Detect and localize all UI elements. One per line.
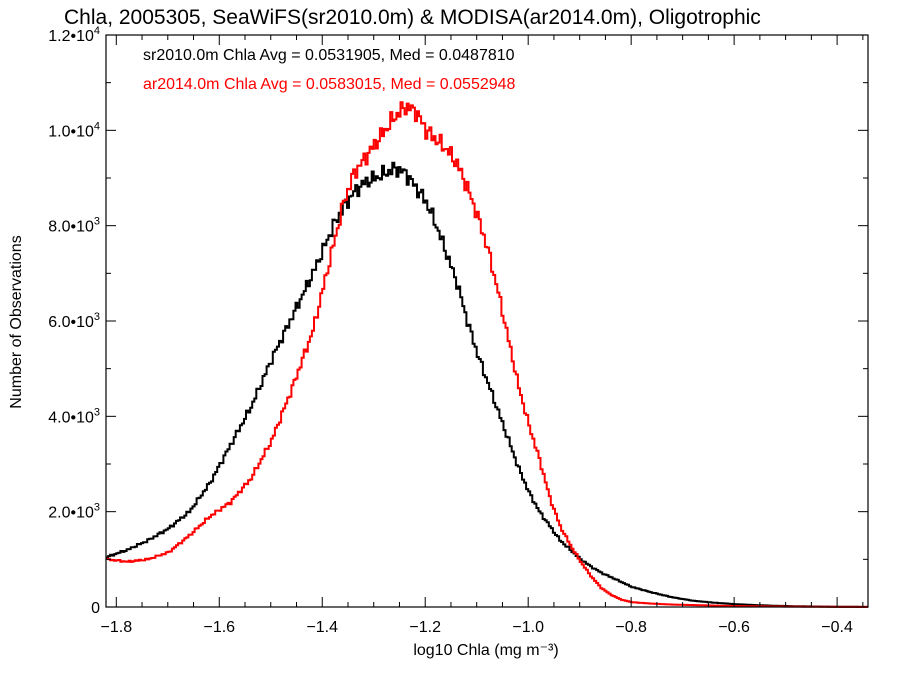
series-line-1 [106,101,868,608]
y-tick-label: 8.0•103 [48,216,100,236]
legend: sr2010.0m Chla Avg = 0.0531905, Med = 0.… [143,47,516,93]
x-tick-label: −0.6 [718,619,750,636]
y-tick-label: 1.2•104 [48,25,100,45]
y-axis: 0 2.0•103 4.0•103 6.0•103 8.0•103 1.0•104 1.2•… [48,25,868,617]
x-tick-label: −1.8 [101,619,133,636]
y-tick-label: 4.0•103 [48,406,100,426]
y-tick-label: 2.0•103 [48,502,100,522]
x-tick-label: −1.4 [306,619,338,636]
series-line-0 [106,161,868,608]
chart-title: Chla, 2005305, SeaWiFS(sr2010.0m) & MODI… [64,6,761,29]
plot-frame [105,34,869,608]
plot-area [105,34,869,608]
x-axis: −1.8 −1.6 −1.4 −1.2 −1.0 −0.8 −0.6 −0.4 [101,35,864,636]
x-tick-label: −1.2 [409,619,441,636]
legend-entry: ar2014.0m Chla Avg = 0.0583015, Med = 0.… [143,76,516,93]
y-tick-label: 6.0•103 [48,311,100,331]
x-tick-label: −0.4 [821,619,853,636]
x-axis-label: log10 Chla (mg m⁻³) [413,642,558,659]
x-tick-label: −0.8 [615,619,647,636]
y-tick-label: 0 [91,600,100,617]
y-tick-label: 1.0•104 [48,120,100,140]
x-tick-label: −1.6 [203,619,235,636]
x-tick-label: −1.0 [512,619,544,636]
y-axis-label: Number of Observations [8,235,25,408]
legend-entry: sr2010.0m Chla Avg = 0.0531905, Med = 0.… [143,47,515,64]
